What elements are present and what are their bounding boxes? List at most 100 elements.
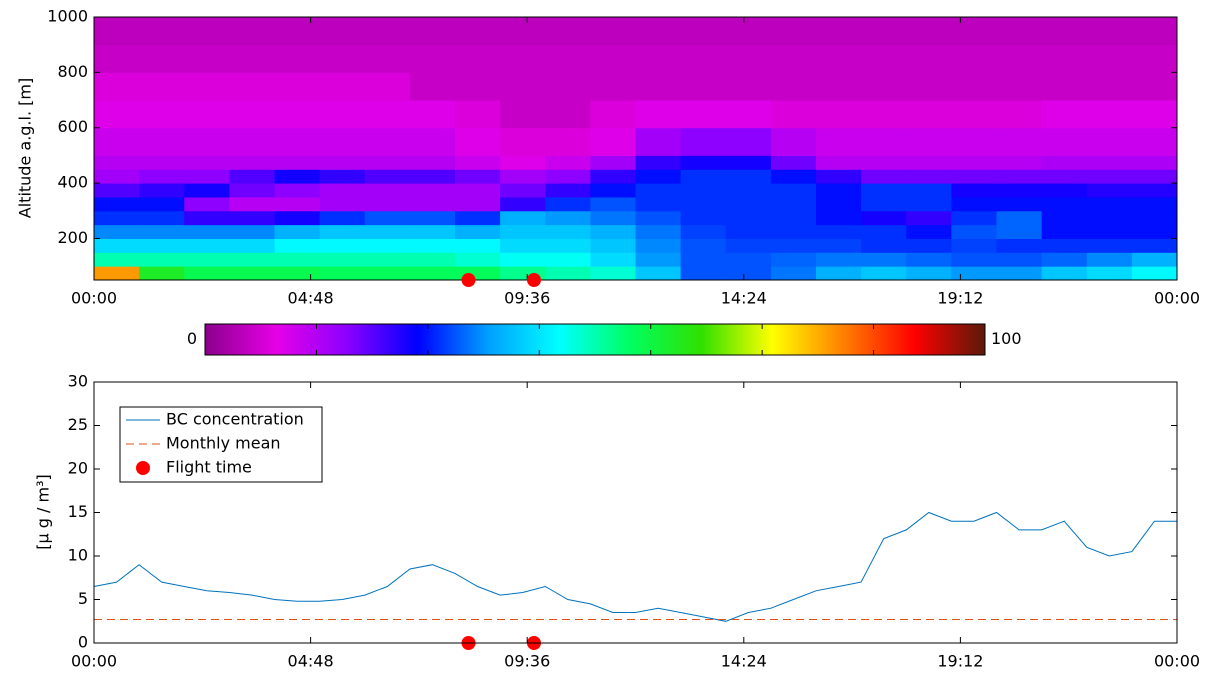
heatmap-cell: [184, 72, 230, 101]
heatmap-cell: [816, 238, 862, 253]
heatmap-cell: [1041, 196, 1088, 212]
heatmap-cell: [500, 169, 546, 184]
x-tick-label: 00:00: [71, 652, 117, 671]
heatmap-cell: [184, 238, 230, 253]
heatmap-cell: [364, 224, 411, 239]
heatmap-cell: [680, 127, 727, 156]
heatmap-cell: [725, 72, 772, 101]
heatmap-cell: [229, 183, 275, 198]
heatmap-cell: [725, 17, 772, 46]
heatmap-cell: [725, 100, 772, 129]
heatmap-cell: [770, 183, 817, 198]
heatmap-cell: [816, 224, 862, 239]
heatmap-cell: [590, 266, 636, 281]
heatmap-cell: [319, 127, 366, 156]
heatmap-cell: [455, 169, 501, 184]
x-tick-label: 00:00: [1154, 652, 1200, 671]
heatmap-cell: [1041, 210, 1088, 226]
heatmap-cell: [229, 17, 275, 46]
heatmap-cell: [996, 210, 1043, 226]
heatmap-cell: [319, 72, 366, 101]
heatmap-cell: [94, 183, 140, 198]
heatmap-cell: [996, 196, 1043, 212]
heatmap-cell: [816, 183, 862, 198]
heatmap-cell: [184, 196, 230, 212]
heatmap-cell: [184, 17, 230, 46]
heatmap-cell: [590, 44, 636, 73]
y-axis-label: [μ g / m³]: [34, 474, 53, 549]
heatmap-cell: [229, 238, 275, 253]
flight-marker: [461, 273, 476, 287]
heatmap-cell: [184, 100, 230, 129]
heatmap-cell: [1041, 224, 1088, 239]
heatmap-cell: [1041, 127, 1088, 156]
heatmap-cell: [951, 72, 997, 101]
heatmap-cell: [906, 100, 952, 129]
heatmap-cell: [906, 183, 952, 198]
heatmap-cell: [500, 210, 546, 226]
heatmap-cell: [409, 72, 456, 101]
heatmap-cell: [319, 196, 366, 212]
heatmap-cell: [1041, 17, 1088, 46]
y-tick-label: 0: [78, 633, 88, 652]
heatmap-cell: [1131, 127, 1178, 156]
x-tick-label: 04:48: [288, 289, 334, 308]
heatmap-cell: [725, 127, 772, 156]
heatmap-cell: [409, 100, 456, 129]
heatmap-cell: [409, 224, 456, 239]
heatmap-cell: [545, 252, 591, 267]
heatmap-cell: [500, 238, 546, 253]
y-tick-label: 400: [57, 173, 88, 192]
heatmap-cell: [545, 266, 591, 281]
heatmap-cell: [906, 238, 952, 253]
heatmap-cell: [906, 224, 952, 239]
heatmap-cell: [725, 196, 772, 212]
heatmap-cell: [409, 169, 456, 184]
heatmap-cell: [319, 266, 366, 281]
flight-marker: [526, 273, 541, 287]
heatmap-cell: [861, 266, 907, 281]
heatmap-cell: [274, 224, 321, 239]
heatmap-cell: [184, 224, 230, 239]
heatmap-cell: [500, 196, 546, 212]
heatmap-cell: [770, 155, 817, 170]
heatmap-cell: [770, 252, 817, 267]
heatmap-cell: [94, 196, 140, 212]
y-tick-label: 800: [57, 62, 88, 81]
heatmap-cell: [139, 44, 185, 73]
heatmap-cell: [229, 210, 275, 226]
heatmap-cell: [455, 155, 501, 170]
legend-label: Flight time: [166, 458, 252, 477]
heatmap-cell: [545, 183, 591, 198]
heatmap-cell: [816, 72, 862, 101]
heatmap-cell: [274, 72, 321, 101]
heatmap-cell: [409, 183, 456, 198]
heatmap-cell: [229, 72, 275, 101]
heatmap-cell: [770, 127, 817, 156]
heatmap-cell: [770, 169, 817, 184]
heatmap-cell: [139, 196, 185, 212]
heatmap-cell: [951, 17, 997, 46]
heatmap-cell: [229, 196, 275, 212]
heatmap-cell: [1086, 72, 1133, 101]
heatmap-cell: [364, 155, 411, 170]
heatmap-cell: [635, 210, 682, 226]
heatmap-cell: [364, 238, 411, 253]
heatmap-cell: [635, 127, 682, 156]
heatmap-cell: [274, 238, 321, 253]
legend-label: BC concentration: [166, 410, 304, 429]
heatmap-cell: [1086, 196, 1133, 212]
heatmap-cell: [906, 127, 952, 156]
heatmap-cell: [1131, 183, 1178, 198]
heatmap-cell: [409, 155, 456, 170]
heatmap-cell: [274, 196, 321, 212]
heatmap-cell: [94, 224, 140, 239]
heatmap-cell: [184, 252, 230, 267]
heatmap-cell: [94, 127, 140, 156]
heatmap-cell: [635, 183, 682, 198]
heatmap-cell: [94, 17, 140, 46]
heatmap-cell: [680, 72, 727, 101]
heatmap-cell: [229, 44, 275, 73]
heatmap-cell: [1086, 210, 1133, 226]
x-tick-label: 04:48: [288, 652, 334, 671]
